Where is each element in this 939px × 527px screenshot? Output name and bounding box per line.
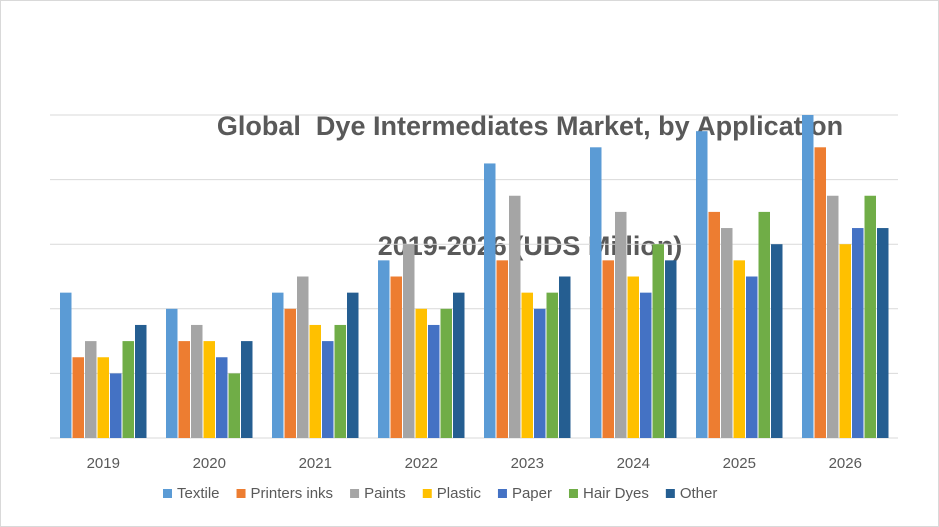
bar-plastic-2020	[203, 341, 215, 438]
legend-swatch	[568, 489, 578, 498]
bar-plastic-2025	[733, 260, 745, 438]
bar-textile-2020	[166, 308, 178, 438]
bar-printers-inks-2021	[284, 308, 296, 438]
bar-paper-2019	[110, 373, 122, 438]
bar-paints-2019	[85, 341, 97, 438]
bar-paints-2020	[191, 324, 203, 438]
bar-paper-2024	[640, 292, 652, 438]
bar-printers-inks-2025	[708, 211, 720, 438]
legend-swatch	[422, 489, 432, 498]
bar-hair-dyes-2023	[546, 292, 558, 438]
x-tick-label: 2023	[511, 455, 544, 472]
bar-plastic-2019	[97, 357, 109, 438]
bar-paints-2025	[721, 228, 733, 438]
legend-label: Paints	[364, 485, 406, 502]
bar-paper-2026	[852, 228, 864, 438]
bar-textile-2021	[272, 292, 284, 438]
bar-textile-2023	[484, 163, 496, 438]
bar-textile-2026	[802, 115, 814, 438]
bar-printers-inks-2019	[72, 357, 84, 438]
bar-hair-dyes-2019	[122, 341, 134, 438]
legend-label: Hair Dyes	[583, 485, 649, 502]
bar-printers-inks-2026	[814, 147, 826, 439]
bar-textile-2024	[590, 147, 602, 439]
bar-printers-inks-2023	[496, 260, 508, 438]
bar-plastic-2021	[309, 324, 321, 438]
bar-paper-2022	[428, 324, 440, 438]
bar-paints-2023	[509, 195, 521, 438]
bar-textile-2022	[378, 260, 390, 438]
legend-swatch	[665, 489, 675, 498]
legend-label: Paper	[512, 485, 552, 502]
bar-paper-2023	[534, 308, 546, 438]
bar-other-2019	[135, 324, 147, 438]
bar-printers-inks-2022	[390, 276, 402, 438]
bar-plastic-2022	[415, 308, 427, 438]
x-tick-label: 2022	[405, 455, 438, 472]
legend-label: Plastic	[437, 485, 482, 502]
bar-other-2020	[241, 341, 253, 438]
x-tick-label: 2019	[87, 455, 120, 472]
bar-printers-inks-2020	[178, 341, 190, 438]
bar-other-2023	[559, 276, 571, 438]
chart-title-line-1: Global Dye Intermediates Market, by Appl…	[216, 111, 844, 141]
bar-other-2026	[877, 228, 889, 438]
legend-label: Textile	[177, 485, 220, 502]
bar-plastic-2023	[521, 292, 533, 438]
bar-hair-dyes-2020	[228, 373, 240, 438]
legend-swatch	[350, 489, 360, 498]
legend-label: Printers inks	[251, 485, 334, 502]
bar-other-2022	[453, 292, 465, 438]
legend-swatch	[236, 489, 246, 498]
bar-paper-2021	[322, 341, 334, 438]
bar-hair-dyes-2024	[652, 244, 664, 438]
bar-paints-2021	[297, 276, 309, 438]
bar-paints-2026	[827, 195, 839, 438]
x-tick-label: 2021	[299, 455, 332, 472]
bar-plastic-2024	[627, 276, 639, 438]
bar-hair-dyes-2026	[864, 195, 876, 438]
bar-paints-2022	[403, 244, 415, 438]
bar-hair-dyes-2021	[334, 324, 346, 438]
bar-other-2024	[665, 260, 677, 438]
legend-label: Other	[680, 485, 718, 502]
bar-printers-inks-2024	[602, 260, 614, 438]
x-tick-label: 2026	[829, 455, 862, 472]
x-tick-label: 2020	[193, 455, 226, 472]
bar-other-2021	[347, 292, 359, 438]
bar-paper-2020	[216, 357, 228, 438]
legend-swatch	[497, 489, 507, 498]
bar-hair-dyes-2025	[758, 211, 770, 438]
bar-textile-2025	[696, 131, 708, 438]
legend-swatch	[163, 489, 172, 498]
bar-other-2025	[771, 244, 783, 438]
x-tick-label: 2025	[723, 455, 756, 472]
bar-plastic-2026	[839, 244, 851, 438]
bar-paints-2024	[615, 211, 627, 438]
x-tick-label: 2024	[617, 455, 650, 472]
bar-textile-2019	[60, 292, 72, 438]
bar-paper-2025	[746, 276, 758, 438]
bar-hair-dyes-2022	[440, 308, 452, 438]
